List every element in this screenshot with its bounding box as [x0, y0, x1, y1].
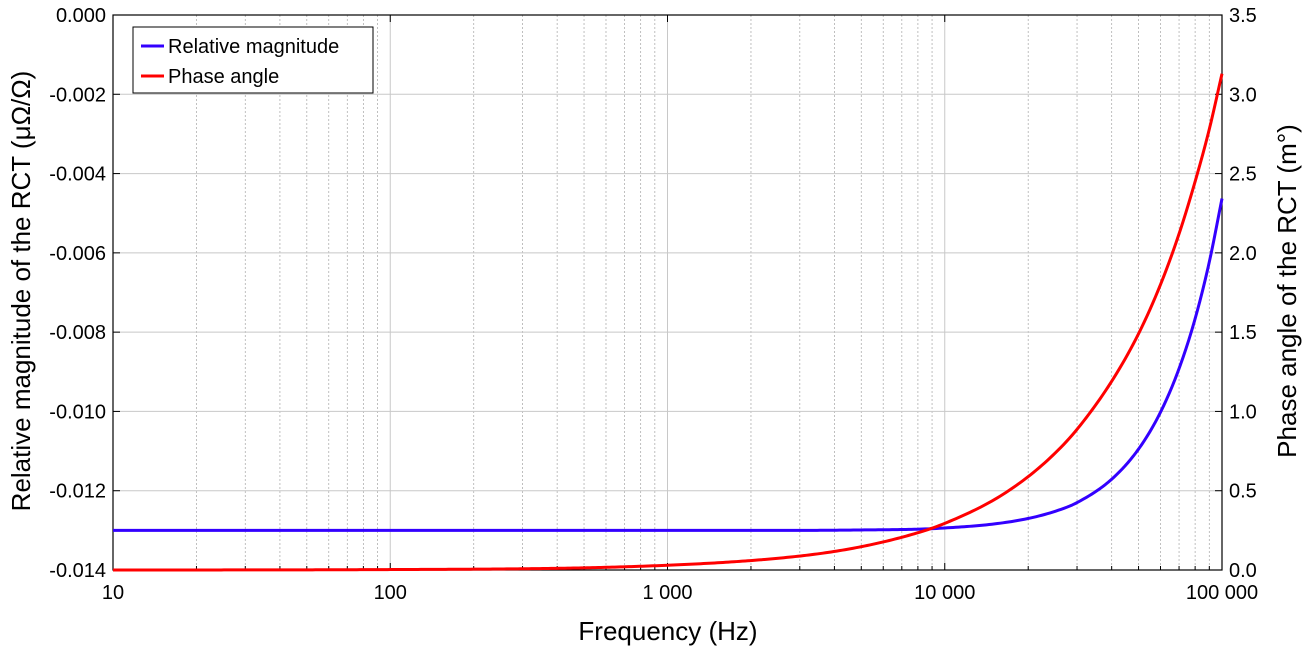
x-tick-label: 100 000: [1186, 582, 1258, 604]
right-y-axis-ticks: 3.5 3.0 2.5 2.0 1.5 1.0 0.5 0.0: [1215, 5, 1257, 582]
right-y-tick-label: 0.5: [1229, 481, 1257, 503]
legend-box: [132, 26, 374, 94]
right-y-tick-label: 3.0: [1229, 84, 1257, 106]
series-line-relative-magnitude: [113, 198, 1224, 532]
right-y-tick-label: 1.0: [1229, 401, 1257, 423]
right-y-tick-label: 2.0: [1229, 243, 1257, 265]
left-y-tick-label: -0.008: [49, 322, 106, 344]
legend-label-phase-angle: Phase angle: [168, 66, 279, 88]
right-y-tick-label: 2.5: [1229, 164, 1257, 186]
x-tick-label: 100: [374, 582, 407, 604]
x-tick-label: 10: [102, 582, 124, 604]
x-tick-label: 1 000: [642, 582, 692, 604]
left-y-tick-label: -0.012: [49, 481, 106, 503]
left-y-axis-title: Relative magnitude of the RCT (μΩ/Ω): [6, 71, 36, 512]
left-y-tick-label: -0.014: [49, 560, 106, 582]
right-y-tick-label: 3.5: [1229, 5, 1257, 27]
left-y-tick-label: -0.004: [49, 164, 106, 186]
series-lines: [113, 73, 1224, 572]
left-y-axis-ticks: 0.000 -0.002 -0.004 -0.006 -0.008 -0.010 -0.01…: [49, 5, 120, 582]
x-axis-title: Frequency (Hz): [578, 616, 757, 646]
x-tick-label: 10 000: [914, 582, 975, 604]
left-y-tick-label: -0.006: [49, 243, 106, 265]
series-line-phase-angle: [113, 73, 1224, 572]
x-axis-ticks: 10 100 1 000 10 000 100 000: [102, 15, 1258, 604]
grid-lines: [112, 14, 1223, 571]
left-y-tick-label: -0.010: [49, 401, 106, 423]
legend: Relative magnitude Phase angle: [132, 26, 374, 94]
right-y-axis-title: Phase angle of the RCT (m°): [1272, 124, 1302, 458]
legend-label-relative-magnitude: Relative magnitude: [168, 36, 339, 58]
left-y-tick-label: -0.002: [49, 84, 106, 106]
right-y-tick-label: 0.0: [1229, 560, 1257, 582]
right-y-tick-label: 1.5: [1229, 322, 1257, 344]
left-y-tick-label: 0.000: [56, 5, 106, 27]
